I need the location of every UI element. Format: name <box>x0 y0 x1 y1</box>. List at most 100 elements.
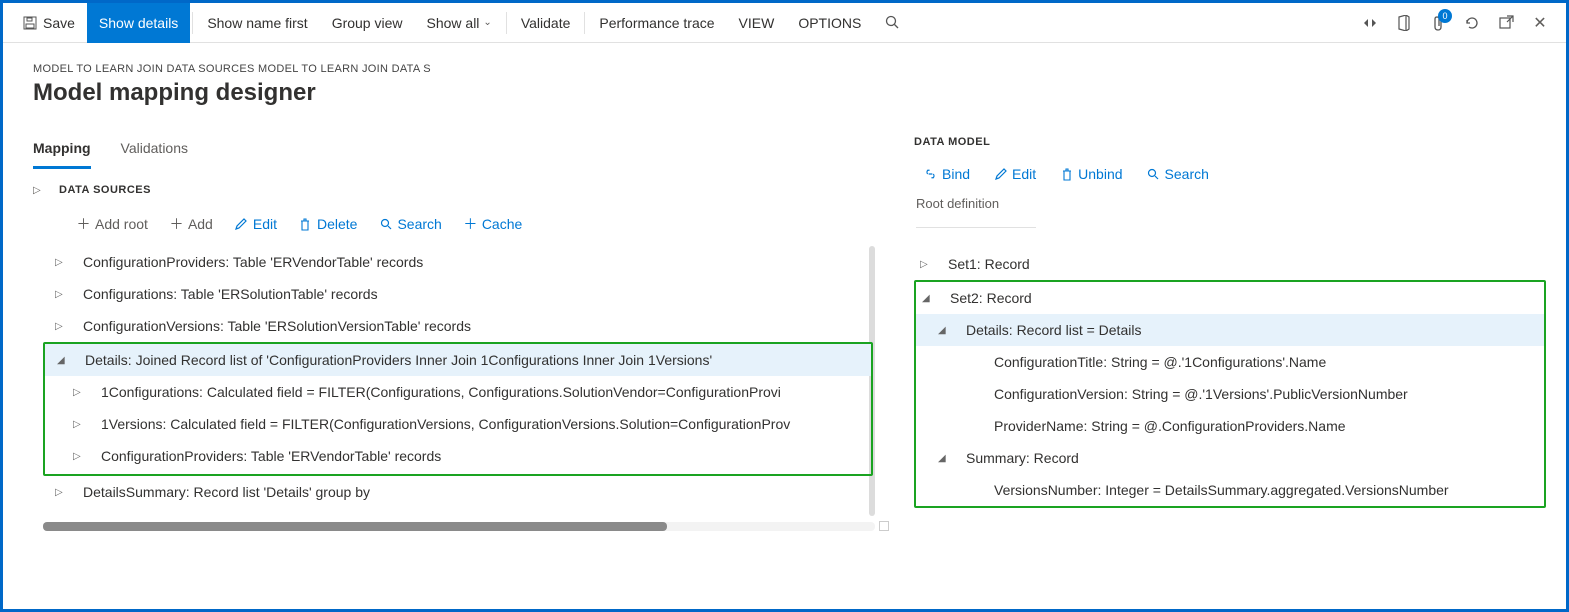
tree-row[interactable]: ▷ ConfigurationVersions: Table 'ERSoluti… <box>43 310 899 342</box>
add-button[interactable]: ＋ Add <box>170 216 213 232</box>
expand-icon[interactable]: ▷ <box>55 321 69 332</box>
tree-row-label: ProviderName: String = @.ConfigurationPr… <box>994 418 1346 434</box>
options-label: OPTIONS <box>798 15 861 31</box>
tree-row[interactable]: VersionsNumber: Integer = DetailsSummary… <box>916 474 1544 506</box>
expand-icon[interactable]: ▷ <box>55 487 69 498</box>
app-frame: Save Show details Show name first Group … <box>0 0 1569 612</box>
tree-row-label: 1Versions: Calculated field = FILTER(Con… <box>101 416 790 432</box>
save-label: Save <box>43 15 75 31</box>
tree-row-label: Set1: Record <box>948 256 1030 272</box>
expand-icon[interactable]: ▷ <box>55 257 69 268</box>
toolbar-right: 0 ✕ <box>1362 15 1558 31</box>
collapse-icon[interactable]: ◢ <box>938 325 952 336</box>
close-icon[interactable]: ✕ <box>1532 15 1548 31</box>
link-icon <box>924 168 937 181</box>
add-label: Add <box>188 216 213 232</box>
data-model-actions: Bind Edit Unbind <box>924 166 1546 182</box>
separator <box>584 12 585 34</box>
expand-icon[interactable]: ▷ <box>73 451 87 462</box>
tree-row[interactable]: ▷ ConfigurationProviders: Table 'ERVendo… <box>43 246 899 278</box>
tree-row[interactable]: ◢ Set2: Record <box>916 282 1544 314</box>
page-header: MODEL TO LEARN JOIN DATA SOURCES MODEL T… <box>3 43 1566 115</box>
horizontal-scrollbar[interactable] <box>43 522 875 531</box>
options-button[interactable]: OPTIONS <box>786 3 873 43</box>
tab-validations[interactable]: Validations <box>121 134 188 169</box>
search-button[interactable]: Search <box>379 216 441 232</box>
save-button[interactable]: Save <box>11 3 87 43</box>
plus-icon: ＋ <box>77 218 90 231</box>
edit-button[interactable]: Edit <box>235 216 277 232</box>
connect-icon[interactable] <box>1362 15 1378 31</box>
expand-icon[interactable]: ▷ <box>73 419 87 430</box>
add-root-button[interactable]: ＋ Add root <box>77 216 148 232</box>
tree-row-label: 1Configurations: Calculated field = FILT… <box>101 384 781 400</box>
office-icon[interactable] <box>1396 15 1412 31</box>
show-all-button[interactable]: Show all ⌄ <box>415 3 504 43</box>
expand-icon[interactable]: ▷ <box>920 259 934 270</box>
tree-row[interactable]: ▷ Configurations: Table 'ERSolutionTable… <box>43 278 899 310</box>
tree-row-label: Summary: Record <box>966 450 1079 466</box>
page-title: Model mapping designer <box>33 79 1536 107</box>
bind-button[interactable]: Bind <box>924 166 970 182</box>
tree-row-label: ConfigurationProviders: Table 'ERVendorT… <box>101 448 441 464</box>
pencil-icon <box>235 218 248 231</box>
tab-mapping[interactable]: Mapping <box>33 134 91 169</box>
search-label: Search <box>397 216 441 232</box>
validate-button[interactable]: Validate <box>509 3 583 43</box>
tree-row[interactable]: ProviderName: String = @.ConfigurationPr… <box>916 410 1544 442</box>
tree-row-selected[interactable]: ◢ Details: Joined Record list of 'Config… <box>45 344 871 376</box>
tree-row[interactable]: ◢ Summary: Record <box>916 442 1544 474</box>
trash-icon <box>1060 168 1073 181</box>
search-button[interactable]: Search <box>1147 166 1209 182</box>
unbind-button[interactable]: Unbind <box>1060 166 1122 182</box>
trash-icon <box>299 218 312 231</box>
tree-row[interactable]: ▷ Set1: Record <box>914 248 1546 280</box>
edit-button[interactable]: Edit <box>994 166 1036 182</box>
data-model-label: DATA MODEL <box>914 136 1546 148</box>
perf-trace-button[interactable]: Performance trace <box>587 3 726 43</box>
data-sources-actions: ＋ Add root ＋ Add Edit Dele <box>77 216 903 232</box>
show-name-first-label: Show name first <box>207 15 307 31</box>
search-icon <box>885 15 900 30</box>
group-view-button[interactable]: Group view <box>320 3 415 43</box>
expand-icon[interactable]: ▷ <box>55 289 69 300</box>
tree-row[interactable]: ▷ 1Versions: Calculated field = FILTER(C… <box>45 408 871 440</box>
tree-row-label: DetailsSummary: Record list 'Details' gr… <box>83 484 370 500</box>
collapse-icon[interactable]: ◢ <box>938 453 952 464</box>
search-icon <box>1147 168 1160 181</box>
edit-label: Edit <box>253 216 277 232</box>
tree-row[interactable]: ConfigurationTitle: String = @.'1Configu… <box>916 346 1544 378</box>
scrollbar-thumb[interactable] <box>43 522 667 531</box>
highlight-box-left: ◢ Details: Joined Record list of 'Config… <box>43 342 873 476</box>
edit-label: Edit <box>1012 166 1036 182</box>
delete-button[interactable]: Delete <box>299 216 357 232</box>
show-details-button[interactable]: Show details <box>87 3 190 43</box>
unbind-label: Unbind <box>1078 166 1122 182</box>
popout-icon[interactable] <box>1498 15 1514 31</box>
tree-row[interactable]: ConfigurationVersion: String = @.'1Versi… <box>916 378 1544 410</box>
tree-row-label: ConfigurationTitle: String = @.'1Configu… <box>994 354 1326 370</box>
show-name-first-button[interactable]: Show name first <box>195 3 319 43</box>
show-details-label: Show details <box>99 15 178 31</box>
breadcrumb: MODEL TO LEARN JOIN DATA SOURCES MODEL T… <box>33 63 1536 75</box>
search-toolbar-button[interactable] <box>873 3 912 43</box>
refresh-icon[interactable] <box>1464 15 1480 31</box>
tree-row-selected[interactable]: ◢ Details: Record list = Details <box>916 314 1544 346</box>
tree-row[interactable]: ▷ ConfigurationProviders: Table 'ERVendo… <box>45 440 871 472</box>
attach-icon[interactable]: 0 <box>1430 15 1446 31</box>
collapse-icon[interactable]: ◢ <box>922 293 936 304</box>
cache-button[interactable]: ＋ Cache <box>464 216 522 232</box>
expand-icon[interactable]: ▷ <box>73 387 87 398</box>
cache-label: Cache <box>482 216 522 232</box>
show-all-label: Show all <box>427 15 480 31</box>
top-toolbar: Save Show details Show name first Group … <box>3 3 1566 43</box>
tree-row-label: VersionsNumber: Integer = DetailsSummary… <box>994 482 1449 498</box>
plus-icon: ＋ <box>464 218 477 231</box>
collapse-icon[interactable]: ◢ <box>57 355 71 366</box>
tree-row[interactable]: ▷ DetailsSummary: Record list 'Details' … <box>43 476 899 508</box>
tree-row[interactable]: ▷ 1Configurations: Calculated field = FI… <box>45 376 871 408</box>
root-definition-label: Root definition <box>916 196 1036 228</box>
delete-label: Delete <box>317 216 357 232</box>
data-sources-header[interactable]: ▷ DATA SOURCES <box>33 184 903 196</box>
view-button[interactable]: VIEW <box>727 3 787 43</box>
